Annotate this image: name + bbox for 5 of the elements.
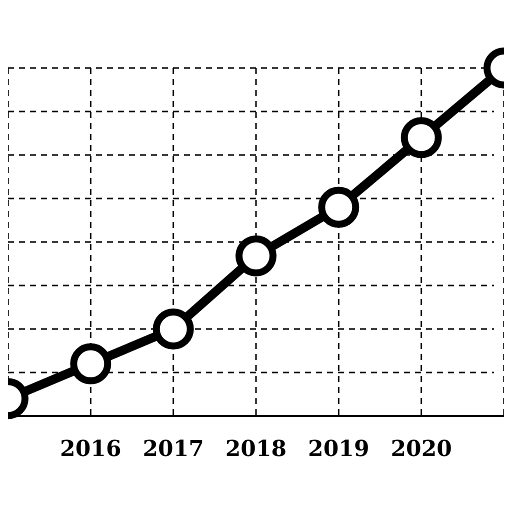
x-tick-label: 2019 xyxy=(308,436,370,462)
x-tick-label: 2018 xyxy=(225,436,287,462)
x-tick-label: 2020 xyxy=(390,436,452,462)
x-tick-label: 2017 xyxy=(142,436,204,462)
x-tick-label: 2016 xyxy=(60,436,122,462)
